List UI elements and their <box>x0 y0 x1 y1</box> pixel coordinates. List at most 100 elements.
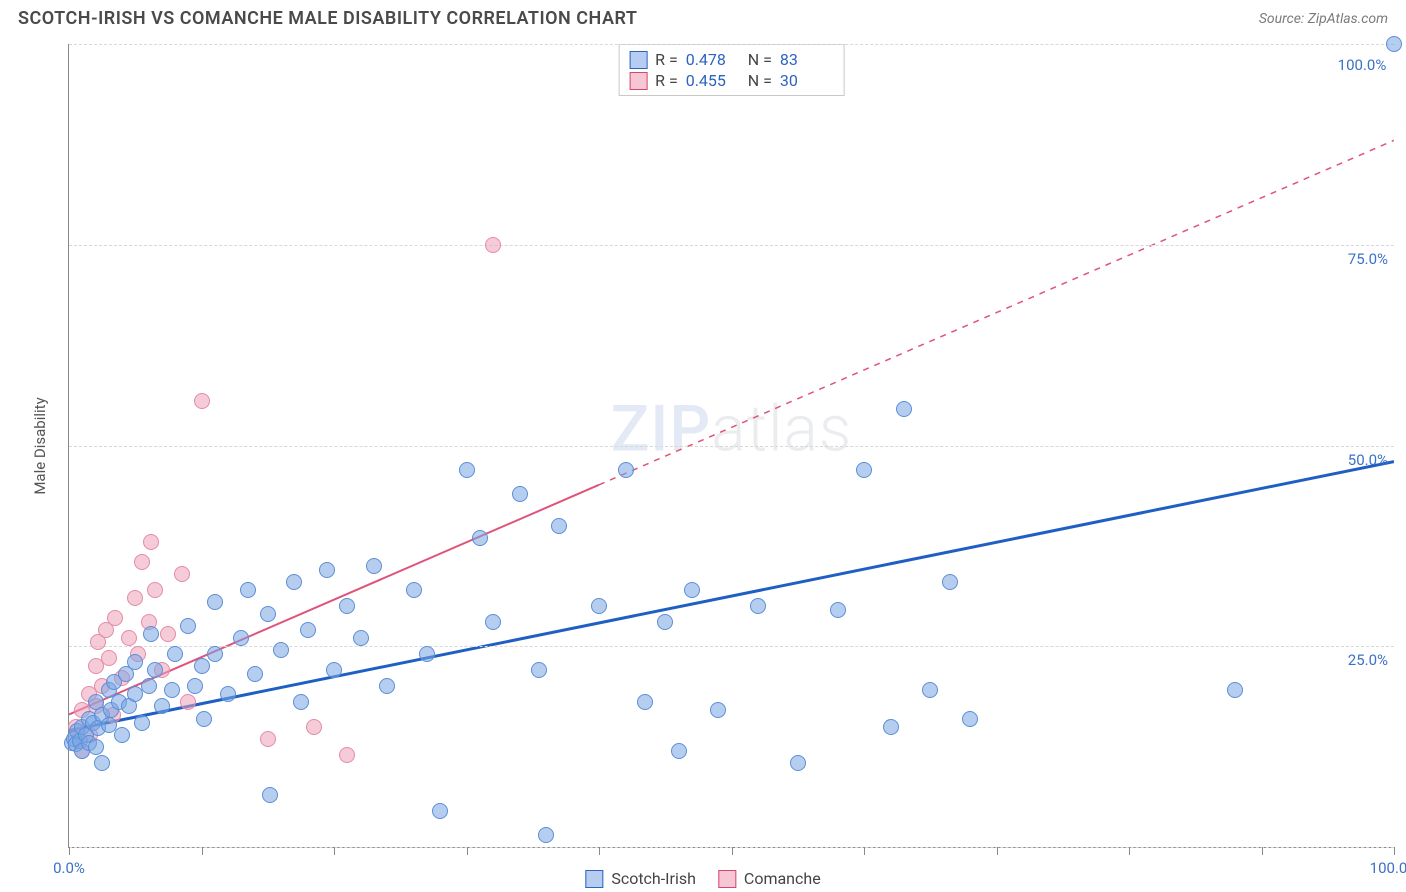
point-scotch-irish <box>353 630 369 646</box>
point-scotch-irish <box>94 755 110 771</box>
point-comanche <box>174 566 190 582</box>
point-scotch-irish <box>207 594 223 610</box>
legend-swatch <box>718 870 736 888</box>
x-tick <box>467 847 468 855</box>
x-tick <box>864 847 865 855</box>
r-value: 0.455 <box>686 71 740 90</box>
source-label: Source: ZipAtlas.com <box>1259 11 1388 27</box>
point-comanche <box>180 694 196 710</box>
stats-legend: R = 0.478 N = 83 R = 0.455 N = 30 <box>618 44 845 96</box>
point-scotch-irish <box>167 646 183 662</box>
point-scotch-irish <box>512 486 528 502</box>
point-comanche <box>160 626 176 642</box>
chart-title: SCOTCH-IRISH VS COMANCHE MALE DISABILITY… <box>18 8 637 29</box>
x-tick <box>334 847 335 855</box>
y-axis-label: Male Disability <box>31 397 49 494</box>
point-scotch-irish <box>164 682 180 698</box>
stats-legend-row: R = 0.478 N = 83 <box>629 49 834 70</box>
point-comanche <box>134 554 150 570</box>
point-scotch-irish <box>830 602 846 618</box>
point-scotch-irish <box>637 694 653 710</box>
legend-item: Scotch-Irish <box>585 869 696 888</box>
point-scotch-irish <box>366 558 382 574</box>
point-scotch-irish <box>406 582 422 598</box>
x-tick <box>1129 847 1130 855</box>
point-scotch-irish <box>671 743 687 759</box>
x-tick-label: 100.0% <box>1370 859 1406 877</box>
point-scotch-irish <box>180 618 196 634</box>
r-value: 0.478 <box>686 50 740 69</box>
n-value: 30 <box>780 71 834 90</box>
point-scotch-irish <box>922 682 938 698</box>
point-scotch-irish <box>538 827 554 843</box>
trendline <box>599 140 1394 484</box>
gridline <box>69 245 1394 246</box>
point-scotch-irish <box>657 614 673 630</box>
y-tick-label: 25.0% <box>1348 651 1388 669</box>
point-scotch-irish <box>240 582 256 598</box>
point-scotch-irish <box>856 462 872 478</box>
point-scotch-irish <box>419 646 435 662</box>
point-scotch-irish <box>551 518 567 534</box>
legend-label: Scotch-Irish <box>611 869 696 888</box>
point-scotch-irish <box>750 598 766 614</box>
point-comanche <box>143 534 159 550</box>
point-scotch-irish <box>134 715 150 731</box>
x-tick <box>1262 847 1263 855</box>
stats-legend-row: R = 0.455 N = 30 <box>629 70 834 91</box>
point-scotch-irish <box>220 686 236 702</box>
plot-region: ZIPatlas R = 0.478 N = 83 R = 0.455 N = 30 25.0… <box>68 44 1394 848</box>
point-scotch-irish <box>187 678 203 694</box>
point-scotch-irish <box>472 530 488 546</box>
n-value: 83 <box>780 50 834 69</box>
r-label: R = <box>655 71 678 90</box>
trendline <box>69 462 1394 731</box>
point-scotch-irish <box>286 574 302 590</box>
point-scotch-irish <box>233 630 249 646</box>
point-comanche <box>147 582 163 598</box>
point-scotch-irish <box>432 803 448 819</box>
point-comanche <box>107 610 123 626</box>
point-comanche <box>485 237 501 253</box>
legend-swatch <box>629 51 647 69</box>
x-tick-label: 0.0% <box>53 859 85 877</box>
point-scotch-irish <box>141 678 157 694</box>
point-scotch-irish <box>790 755 806 771</box>
x-tick <box>997 847 998 855</box>
r-label: R = <box>655 50 678 69</box>
point-scotch-irish <box>260 606 276 622</box>
point-scotch-irish <box>207 646 223 662</box>
legend-swatch <box>629 72 647 90</box>
point-scotch-irish <box>143 626 159 642</box>
n-label: N = <box>748 50 772 69</box>
point-scotch-irish <box>127 654 143 670</box>
point-scotch-irish <box>883 719 899 735</box>
watermark-atlas: atlas <box>711 392 852 467</box>
x-tick <box>1394 847 1395 855</box>
point-scotch-irish <box>319 562 335 578</box>
point-scotch-irish <box>942 574 958 590</box>
gridline <box>69 446 1394 447</box>
point-scotch-irish <box>88 739 104 755</box>
point-comanche <box>121 630 137 646</box>
point-scotch-irish <box>339 598 355 614</box>
point-scotch-irish <box>962 711 978 727</box>
x-tick <box>69 847 70 855</box>
point-scotch-irish <box>618 462 634 478</box>
point-scotch-irish <box>194 658 210 674</box>
point-scotch-irish <box>459 462 475 478</box>
point-comanche <box>260 731 276 747</box>
point-scotch-irish <box>591 598 607 614</box>
legend-item: Comanche <box>718 869 821 888</box>
legend-label: Comanche <box>744 869 821 888</box>
watermark-zip: ZIP <box>611 392 712 467</box>
y-tick-label: 50.0% <box>1348 451 1388 469</box>
point-annotation: 100.0% <box>1338 56 1387 74</box>
gridline <box>69 44 1394 45</box>
point-scotch-irish <box>273 642 289 658</box>
point-scotch-irish <box>154 698 170 714</box>
n-label: N = <box>748 71 772 90</box>
point-scotch-irish <box>896 401 912 417</box>
point-scotch-irish <box>531 662 547 678</box>
legend-swatch <box>585 870 603 888</box>
